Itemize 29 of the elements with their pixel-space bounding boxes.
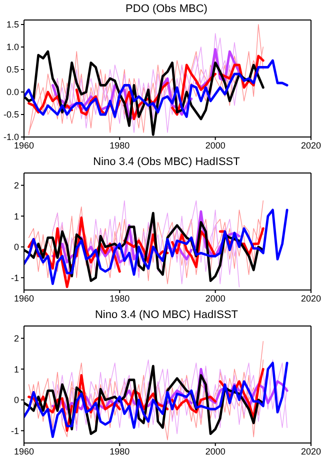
chart-title: Nino 3.4 (NO MBC) HadISST [94,309,240,321]
y-tick-label: 0.0 [6,87,19,98]
x-tick-label: 2000 [205,293,226,304]
y-tick-label: 0 [14,242,19,252]
y-tick-label: -1 [10,426,19,436]
x-tick-label: 2020 [300,293,321,304]
x-tick-label: 2000 [205,140,226,150]
x-tick-label: 2000 [205,446,226,456]
y-tick-label: 1 [14,364,19,374]
chart-title: Nino 3.4 (Obs MBC) HadISST [92,156,241,168]
y-tick-label: 1.0 [6,42,19,52]
y-tick-label: 0 [14,395,19,406]
y-tick-label: 0.5 [6,64,19,75]
y-tick-label: -1.0 [3,132,19,142]
x-tick-label: 1980 [110,140,130,150]
x-tick-label: 1960 [14,293,34,304]
y-tick-label: 1 [14,211,19,222]
x-tick-label: 1960 [14,446,34,456]
y-tick-label: -1 [10,272,19,283]
y-tick-label: 2 [14,180,19,191]
x-tick-label: 2020 [300,446,321,456]
y-tick-label: -0.5 [3,110,19,120]
x-tick-label: 1960 [14,140,34,150]
y-tick-label: 1.5 [6,20,19,30]
x-tick-label: 2020 [300,140,321,150]
x-tick-label: 1980 [110,293,130,304]
y-tick-label: 2 [14,334,19,344]
chart-title: PDO (Obs MBC) [124,3,208,15]
x-tick-label: 1980 [110,446,130,456]
